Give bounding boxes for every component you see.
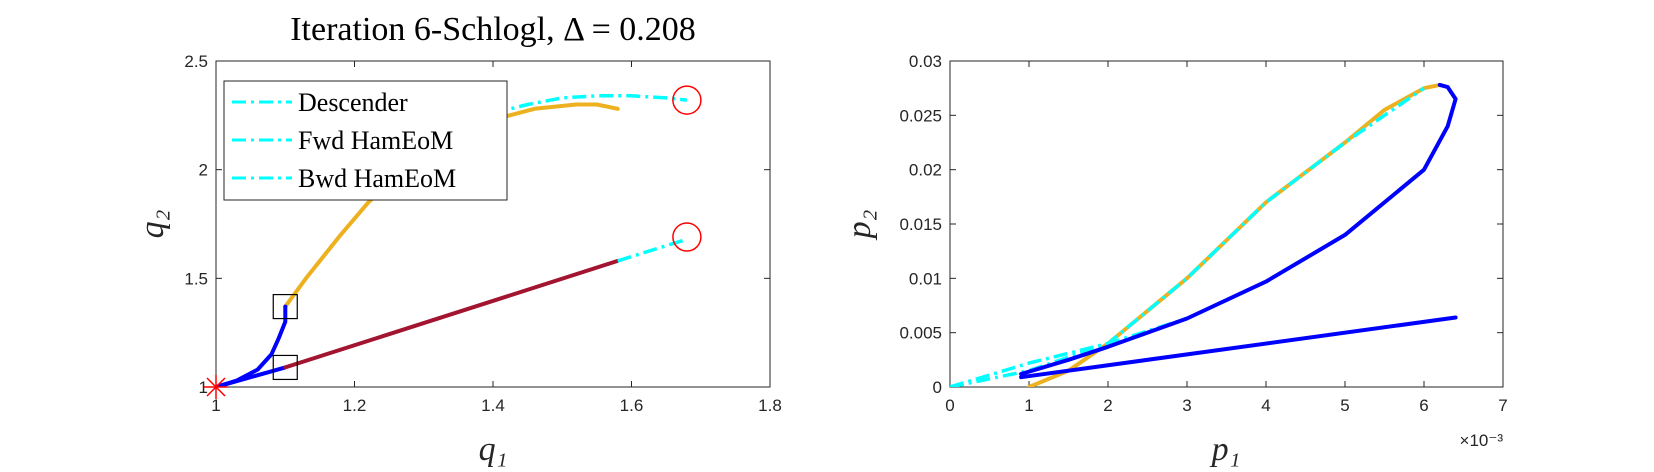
right-plot: 0 1 2 3 4 5 6 7 0 0.005 0.01 0.015 0.02 0.025 0.03 ×1… xyxy=(841,52,1508,468)
right-y-axis-label: p₂ xyxy=(841,210,878,241)
y-tick-label: 0 xyxy=(933,378,942,397)
series-line-3 xyxy=(1019,82,1458,376)
right-x-axis-label: p₁ xyxy=(1210,431,1241,468)
x-tick-label: 1.4 xyxy=(481,396,505,415)
series-line-0 xyxy=(1027,82,1442,387)
y-tick-label: 0.01 xyxy=(909,269,942,288)
left-x-axis-label: q₁ xyxy=(479,431,508,468)
right-x-ticks: 0 1 2 3 4 5 6 7 xyxy=(945,61,1508,415)
y-tick-label: 0.015 xyxy=(899,215,942,234)
series-line-4 xyxy=(1019,315,1458,380)
y-tick-label: 0.005 xyxy=(899,324,942,343)
x-tick-label: 5 xyxy=(1340,396,1349,415)
y-tick-label: 1.5 xyxy=(184,269,208,288)
left-x-ticks: 1 1.2 1.4 1.6 1.8 xyxy=(211,61,782,415)
right-y-ticks: 0 0.005 0.01 0.015 0.02 0.025 0.03 xyxy=(899,52,1503,397)
y-tick-label: 0.025 xyxy=(899,106,942,125)
x-tick-label: 1 xyxy=(211,396,220,415)
x-tick-label: 1.6 xyxy=(620,396,644,415)
marker-circle xyxy=(672,85,702,115)
x-tick-label: 1.2 xyxy=(343,396,367,415)
left-y-ticks: 1 1.5 2 2.5 xyxy=(184,52,770,397)
series-line-1 xyxy=(492,94,688,115)
legend-label-descender: Descender xyxy=(298,88,408,117)
y-tick-label: 2 xyxy=(199,161,208,180)
y-tick-label: 0.02 xyxy=(909,161,942,180)
x-tick-label: 0 xyxy=(945,396,954,415)
left-plot: Iteration 6-Schlogl, Δ = 0.208 1 1.2 1.4 1.… xyxy=(134,11,782,468)
left-plot-title: Iteration 6-Schlogl, Δ = 0.208 xyxy=(290,11,696,48)
right-x-exponent: ×10⁻³ xyxy=(1460,431,1504,450)
legend-label-bwd: Bwd HamEoM xyxy=(298,164,456,193)
left-markers xyxy=(204,85,702,399)
x-tick-label: 6 xyxy=(1419,396,1428,415)
legend: Descender Fwd HamEoM Bwd HamEoM xyxy=(223,80,508,201)
marker-square xyxy=(272,293,298,320)
x-tick-label: 2 xyxy=(1103,396,1112,415)
x-tick-label: 3 xyxy=(1182,396,1191,415)
right-series xyxy=(950,82,1458,387)
x-tick-label: 4 xyxy=(1261,396,1270,415)
marker-circle xyxy=(672,222,702,252)
legend-label-fwd: Fwd HamEoM xyxy=(298,126,453,155)
x-tick-label: 1 xyxy=(1024,396,1033,415)
right-plot-area xyxy=(949,60,1504,388)
y-tick-label: 1 xyxy=(199,378,208,397)
series-line-5 xyxy=(617,237,688,263)
y-tick-label: 0.03 xyxy=(909,52,942,71)
y-tick-label: 2.5 xyxy=(184,52,208,71)
left-y-axis-label: q₂ xyxy=(134,210,171,239)
x-tick-label: 1.8 xyxy=(758,396,782,415)
x-tick-label: 7 xyxy=(1498,396,1507,415)
marker-square xyxy=(272,354,298,381)
marker-asterisk xyxy=(204,375,228,399)
series-line-4 xyxy=(283,258,620,370)
